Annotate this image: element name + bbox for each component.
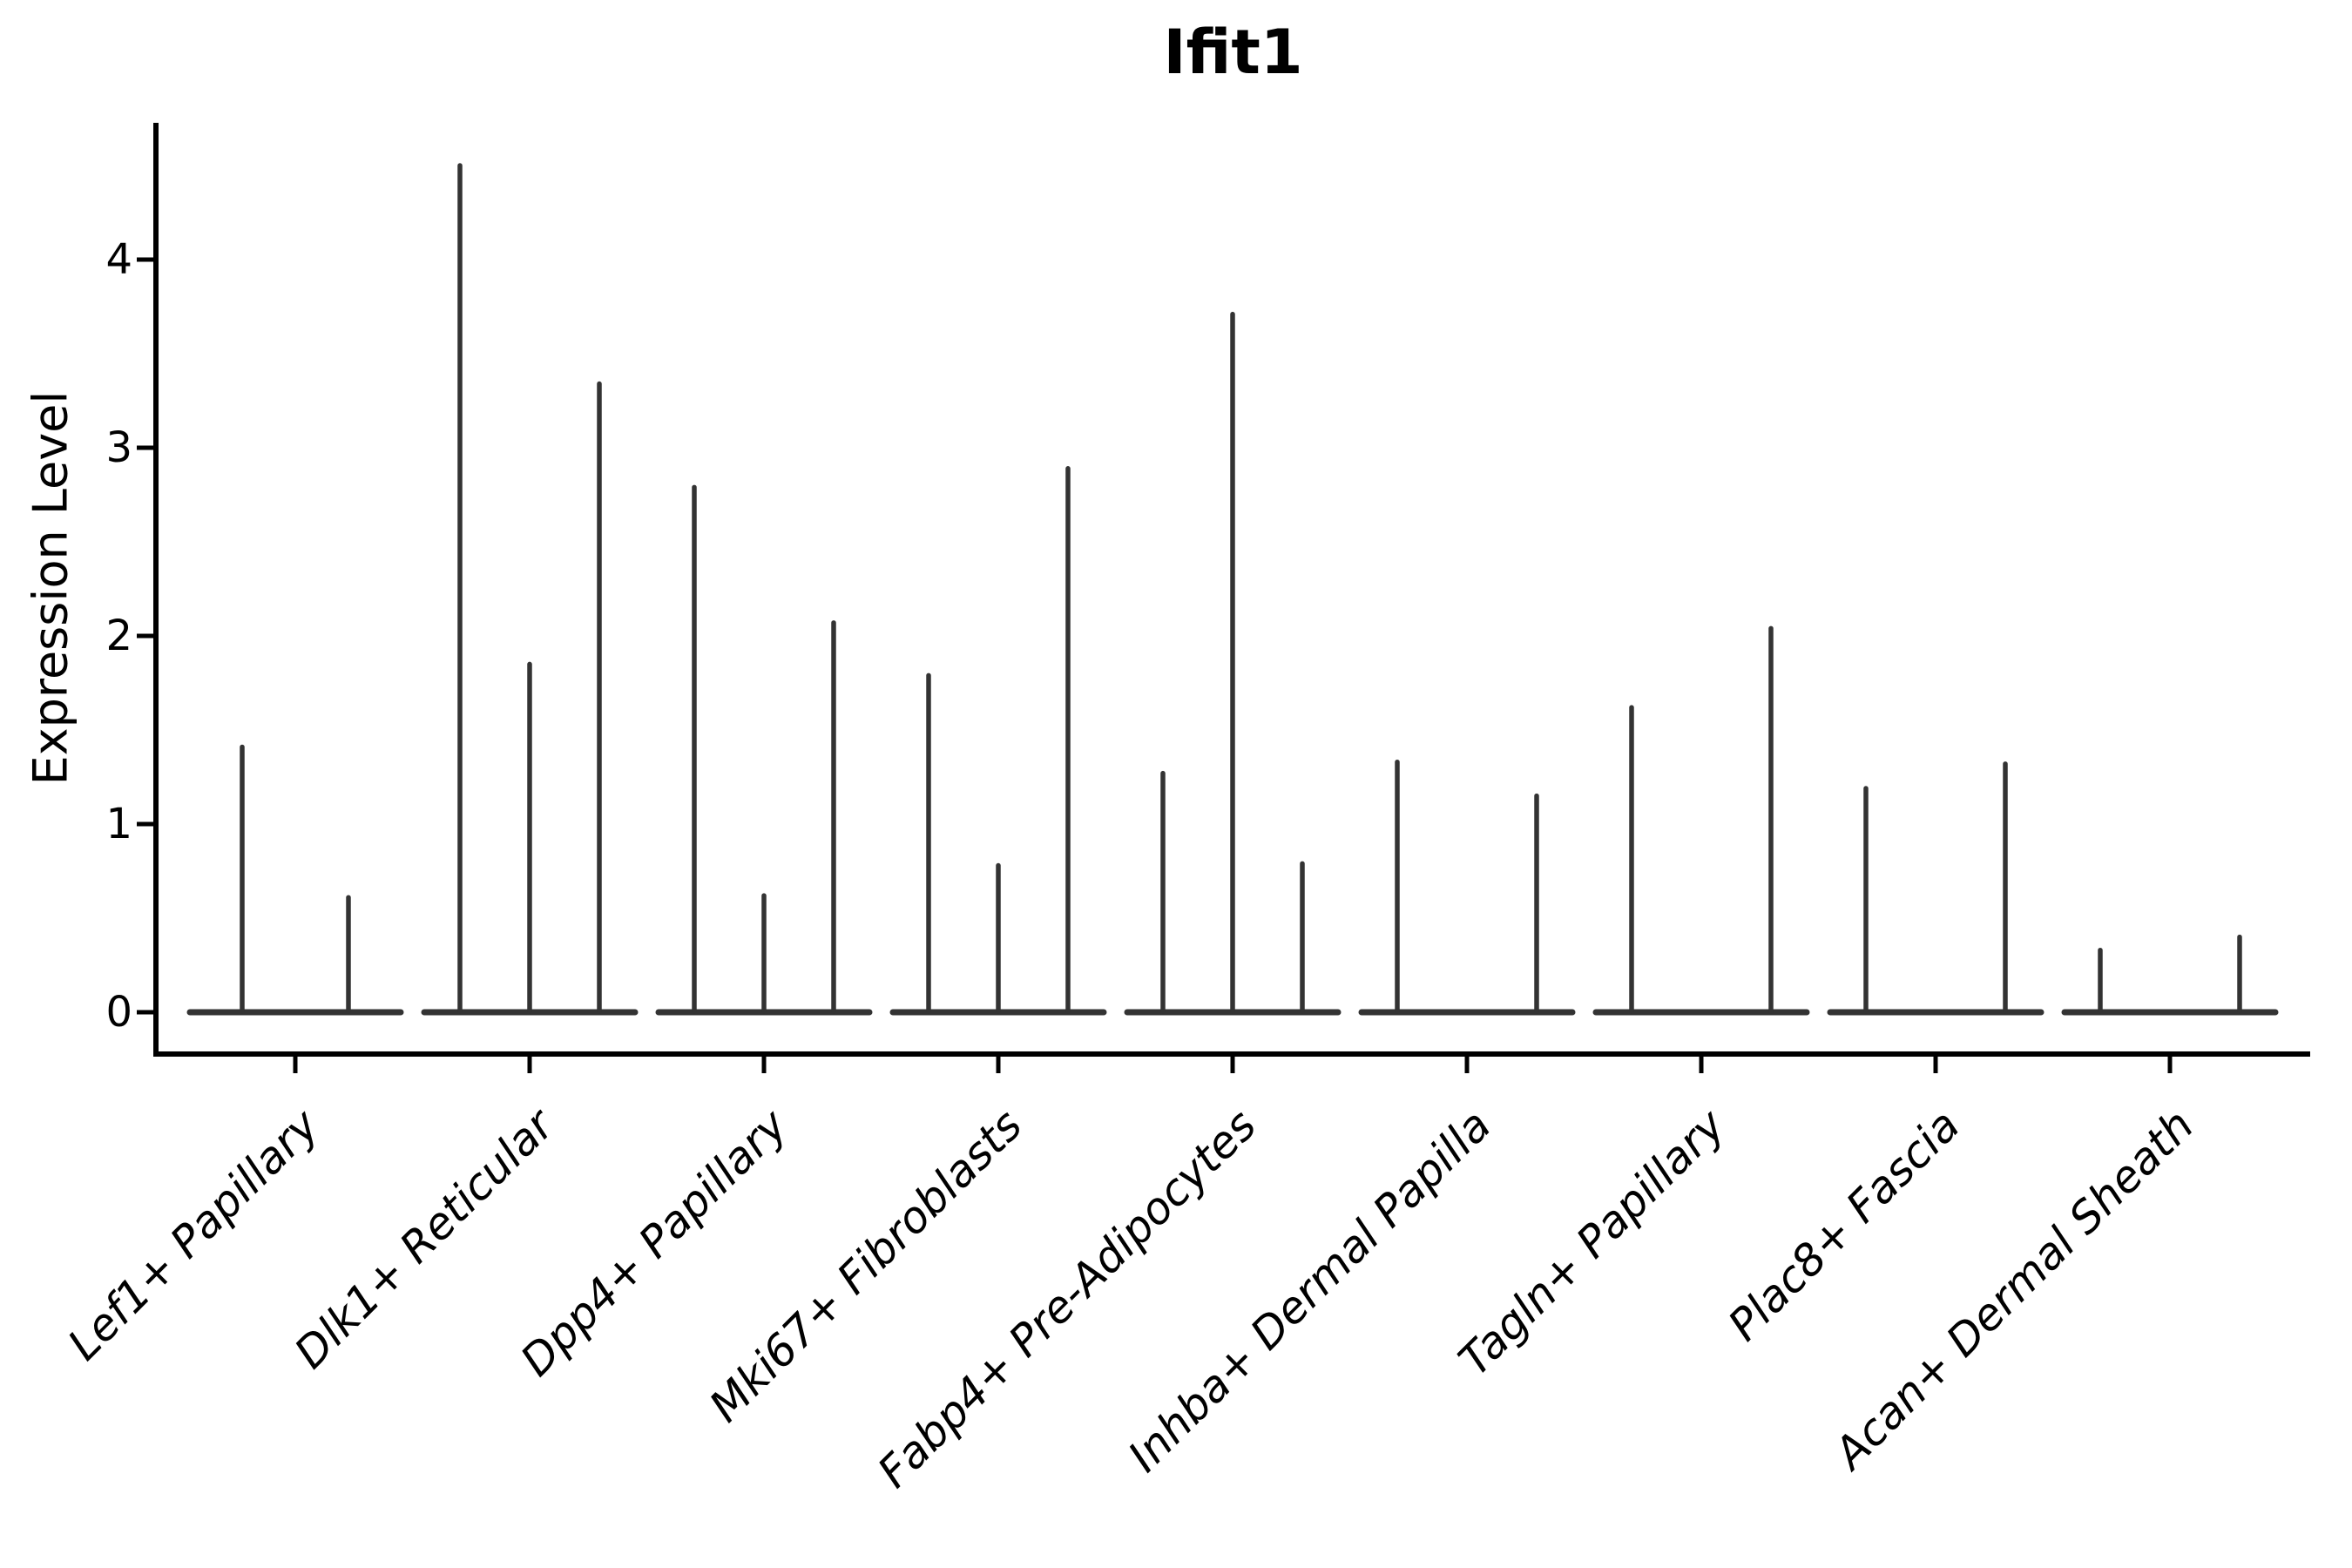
y-tick-label: 1 [105, 800, 132, 848]
y-tick-label: 3 [105, 423, 132, 472]
chart-title: Ifit1 [1163, 17, 1303, 88]
y-tick-label: 0 [105, 988, 132, 1037]
y-tick-label: 2 [105, 612, 132, 660]
y-tick-label: 4 [105, 235, 132, 284]
